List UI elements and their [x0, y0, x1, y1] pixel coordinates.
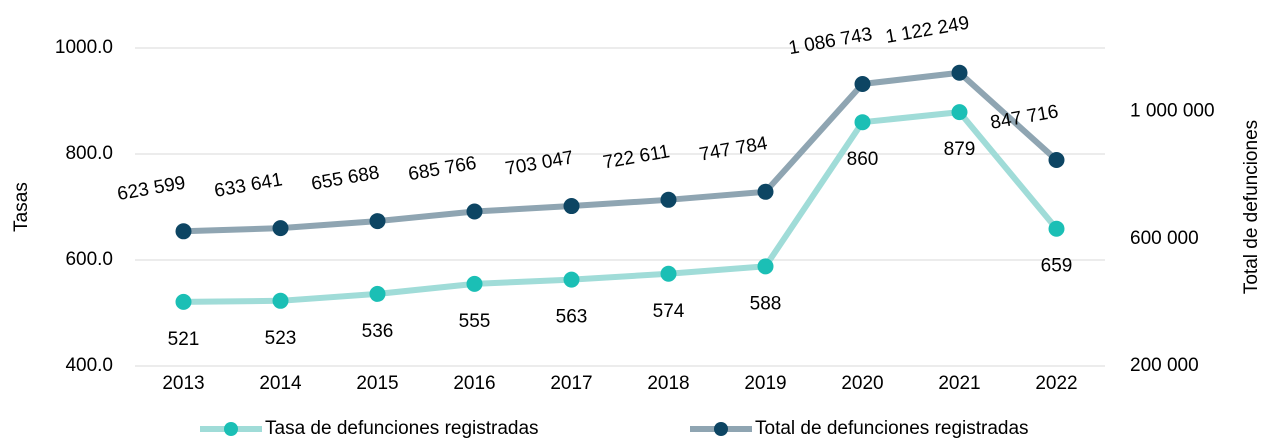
data-label: 879: [944, 139, 976, 160]
x-tick-label: 2013: [162, 373, 204, 394]
data-label: 860: [847, 149, 879, 170]
marker: [1048, 152, 1065, 169]
data-label: 1 086 743: [787, 24, 874, 59]
y-tick-label: 600.0: [65, 249, 113, 270]
data-label: 555: [459, 311, 491, 332]
x-tick-label: 2016: [453, 373, 495, 394]
y-tick-label: 800.0: [65, 143, 113, 164]
marker: [369, 213, 386, 230]
marker: [175, 223, 192, 240]
y-axis-label: Tasas: [11, 182, 32, 232]
series-line: [183, 69, 1059, 235]
data-label: 574: [653, 301, 685, 322]
y2-tick-label: 1 000 000: [1130, 101, 1215, 122]
marker: [757, 258, 774, 275]
y-tick-label: 1000.0: [55, 37, 113, 58]
marker: [660, 191, 677, 208]
data-label: 623 599: [116, 173, 187, 206]
marker: [757, 183, 774, 200]
legend-label: Tasa de defunciones registradas: [265, 418, 539, 439]
legend-marker: [714, 422, 728, 436]
data-label: 563: [556, 307, 588, 328]
marker: [175, 293, 192, 310]
data-label: 523: [265, 328, 297, 349]
y2-tick-label: 600 000: [1130, 228, 1199, 249]
x-tick-label: 2017: [550, 373, 592, 394]
legend-marker: [224, 422, 238, 436]
marker: [854, 76, 871, 93]
marker: [951, 104, 968, 121]
data-label: 747 784: [698, 133, 770, 166]
marker: [272, 292, 289, 309]
marker: [466, 203, 483, 220]
data-label: 588: [750, 293, 782, 314]
marker: [660, 265, 677, 282]
y-tick-label: 400.0: [65, 355, 113, 376]
data-label: 655 688: [310, 162, 381, 195]
x-tick-label: 2021: [938, 373, 980, 394]
x-tick-label: 2014: [259, 373, 302, 394]
marker: [369, 285, 386, 302]
data-label: 685 766: [407, 153, 478, 186]
data-label: 633 641: [213, 169, 284, 202]
data-label: 703 047: [504, 147, 575, 180]
x-tick-label: 2022: [1035, 373, 1077, 394]
marker: [854, 114, 871, 131]
legend-label: Total de defunciones registradas: [755, 418, 1029, 439]
marker: [563, 271, 580, 288]
marker: [563, 198, 580, 215]
y2-tick-label: 200 000: [1130, 355, 1199, 376]
x-tick-label: 2019: [744, 373, 786, 394]
x-tick-label: 2020: [841, 373, 883, 394]
x-tick-label: 2018: [647, 373, 689, 394]
data-label: 1 122 249: [884, 13, 971, 48]
data-label: 521: [168, 329, 200, 350]
marker: [1048, 220, 1065, 237]
y2-axis-label: Total de defunciones: [1241, 120, 1262, 294]
marker: [272, 220, 289, 237]
series-line: [183, 109, 1059, 305]
data-label: 659: [1041, 256, 1073, 277]
marker: [466, 275, 483, 292]
data-label: 536: [362, 321, 394, 342]
marker: [951, 64, 968, 81]
data-label: 722 611: [601, 141, 671, 173]
x-tick-label: 2015: [356, 373, 398, 394]
